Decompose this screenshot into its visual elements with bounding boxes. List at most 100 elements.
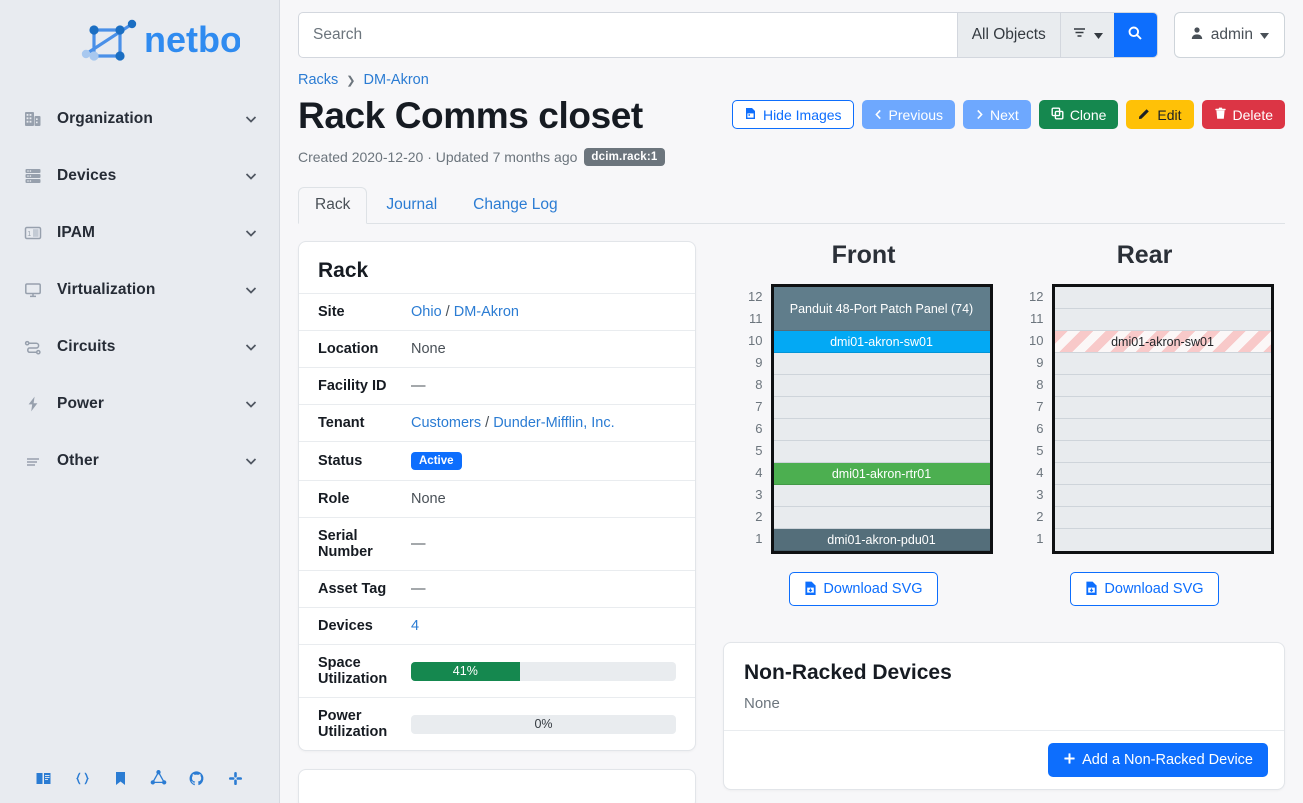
table-row: Site Ohio / DM-Akron bbox=[299, 293, 695, 331]
hide-images-button[interactable]: Hide Images bbox=[731, 100, 854, 129]
rack-unit-empty[interactable] bbox=[1054, 375, 1271, 398]
rack-unit-empty[interactable] bbox=[1054, 507, 1271, 530]
rack-unit-empty[interactable] bbox=[1054, 309, 1271, 332]
rack-unit-empty[interactable] bbox=[1054, 441, 1271, 464]
api-braces-icon[interactable] bbox=[74, 770, 91, 787]
rack-unit-empty[interactable] bbox=[773, 485, 990, 508]
rack-unit-empty[interactable] bbox=[773, 507, 990, 530]
chevron-down-icon[interactable] bbox=[243, 225, 259, 241]
sidebar-item-power[interactable]: Power bbox=[0, 375, 279, 432]
search-filter-dropdown[interactable] bbox=[1059, 13, 1114, 57]
chevron-down-icon[interactable] bbox=[243, 111, 259, 127]
tenant-group-link[interactable]: Customers bbox=[411, 415, 482, 432]
sidebar-item-virtualization[interactable]: Virtualization bbox=[0, 261, 279, 318]
breadcrumb-item-dm-akron[interactable]: DM-Akron bbox=[363, 72, 429, 88]
sidebar-item-ipam[interactable]: 1 IPAM bbox=[0, 204, 279, 261]
rack-unit-empty[interactable] bbox=[1054, 529, 1271, 552]
table-row: Devices 4 bbox=[299, 607, 695, 645]
rack-unit-empty[interactable] bbox=[1054, 419, 1271, 442]
unit-number: 12 bbox=[748, 289, 763, 305]
graphql-icon[interactable] bbox=[150, 769, 167, 787]
chevron-down-icon[interactable] bbox=[243, 339, 259, 355]
tab-rack[interactable]: Rack bbox=[298, 187, 368, 225]
site-region-link[interactable]: Ohio bbox=[411, 304, 442, 321]
row-key: Space Utilization bbox=[299, 644, 411, 698]
search-icon bbox=[1127, 25, 1143, 46]
slack-icon[interactable] bbox=[227, 770, 244, 787]
download-svg-button-front[interactable]: Download SVG bbox=[789, 572, 938, 607]
add-non-racked-device-button[interactable]: Add a Non-Racked Device bbox=[1048, 743, 1268, 778]
row-value: 0% bbox=[411, 697, 695, 751]
table-row: Location None bbox=[299, 330, 695, 368]
rack-unit-empty[interactable] bbox=[773, 353, 990, 376]
main-area: All Objects bbox=[280, 0, 1303, 803]
rack-unit-device[interactable]: Panduit 48-Port Patch Panel (74) bbox=[773, 287, 990, 332]
row-value: 41% bbox=[411, 644, 695, 698]
rack-unit-empty[interactable] bbox=[1054, 353, 1271, 376]
breadcrumb-separator-icon: ❯ bbox=[346, 74, 356, 87]
rack-unit-empty[interactable] bbox=[1054, 463, 1271, 486]
rack-unit-device[interactable]: dmi01-akron-rtr01 bbox=[773, 463, 990, 486]
github-icon[interactable] bbox=[188, 770, 205, 787]
download-svg-button-rear[interactable]: Download SVG bbox=[1070, 572, 1219, 607]
power-icon bbox=[22, 395, 44, 413]
search-input[interactable] bbox=[299, 13, 957, 57]
non-racked-devices-card: Non-Racked Devices None Add a Non-Racked… bbox=[723, 642, 1285, 791]
search-scope-selector[interactable]: All Objects bbox=[956, 13, 1060, 57]
netbox-logo[interactable]: netbox bbox=[0, 0, 279, 74]
rack-unit-device-reserved[interactable]: dmi01-akron-sw01 bbox=[1054, 331, 1271, 354]
rack-unit-device[interactable]: dmi01-akron-pdu01 bbox=[773, 529, 990, 552]
user-menu-button[interactable]: admin bbox=[1173, 12, 1285, 58]
tenant-link[interactable]: Dunder-Mifflin, Inc. bbox=[493, 415, 615, 432]
space-utilization-label: 41% bbox=[452, 664, 478, 679]
breadcrumb-item-racks[interactable]: Racks bbox=[298, 72, 339, 88]
separator: / bbox=[485, 415, 490, 432]
previous-button[interactable]: Previous bbox=[861, 100, 956, 129]
table-row: Power Utilization 0% bbox=[299, 697, 695, 751]
download-svg-label: Download SVG bbox=[823, 581, 923, 598]
chevron-down-icon[interactable] bbox=[243, 396, 259, 412]
rack-unit-empty[interactable] bbox=[773, 419, 990, 442]
rack-unit-empty[interactable] bbox=[1054, 397, 1271, 420]
page-content: Racks ❯ DM-Akron Rack Comms closet Hide … bbox=[280, 58, 1303, 803]
edit-button[interactable]: Edit bbox=[1126, 100, 1194, 129]
rack-unit-device[interactable]: dmi01-akron-sw01 bbox=[773, 331, 990, 354]
hide-images-label: Hide Images bbox=[762, 106, 842, 123]
non-racked-title: Non-Racked Devices bbox=[744, 661, 952, 685]
table-row: Space Utilization 41% bbox=[299, 644, 695, 698]
sidebar-item-other[interactable]: Other bbox=[0, 432, 279, 489]
previous-label: Previous bbox=[888, 106, 944, 123]
chevron-down-icon[interactable] bbox=[243, 282, 259, 298]
status-badge: Active bbox=[411, 452, 462, 471]
table-row: Tenant Customers / Dunder-Mifflin, Inc. bbox=[299, 404, 695, 442]
site-link[interactable]: DM-Akron bbox=[453, 304, 519, 321]
clone-button[interactable]: Clone bbox=[1038, 100, 1119, 129]
rack-unit-empty[interactable] bbox=[773, 375, 990, 398]
rack-unit-empty[interactable] bbox=[1054, 485, 1271, 508]
svg-text:netbox: netbox bbox=[144, 19, 240, 60]
unit-number: 6 bbox=[755, 421, 763, 437]
search-submit-button[interactable] bbox=[1113, 13, 1157, 57]
bookmark-icon[interactable] bbox=[112, 770, 129, 787]
unit-number: 2 bbox=[755, 509, 763, 525]
next-button[interactable]: Next bbox=[963, 100, 1031, 129]
chevron-down-icon[interactable] bbox=[243, 453, 259, 469]
sidebar-item-organization[interactable]: Organization bbox=[0, 90, 279, 147]
space-utilization-bar: 41% bbox=[411, 661, 676, 681]
tab-change-log[interactable]: Change Log bbox=[473, 196, 558, 214]
rack-unit-empty[interactable] bbox=[773, 397, 990, 420]
device-count-link[interactable]: 4 bbox=[411, 618, 420, 635]
chevron-down-icon[interactable] bbox=[243, 168, 259, 184]
delete-button[interactable]: Delete bbox=[1201, 100, 1285, 129]
sidebar-item-label: Organization bbox=[57, 109, 153, 127]
docs-book-icon[interactable] bbox=[35, 770, 52, 787]
tab-journal[interactable]: Journal bbox=[386, 196, 438, 214]
sidebar-item-devices[interactable]: Devices bbox=[0, 147, 279, 204]
rack-unit-empty[interactable] bbox=[1054, 287, 1271, 310]
devices-icon bbox=[22, 167, 44, 185]
sidebar-item-circuits[interactable]: Circuits bbox=[0, 318, 279, 375]
page-actions: Hide Images Previous Next bbox=[731, 91, 1285, 129]
rack-unit-empty[interactable] bbox=[773, 441, 990, 464]
caret-down-icon bbox=[1093, 26, 1103, 44]
unit-number: 4 bbox=[1036, 465, 1044, 481]
